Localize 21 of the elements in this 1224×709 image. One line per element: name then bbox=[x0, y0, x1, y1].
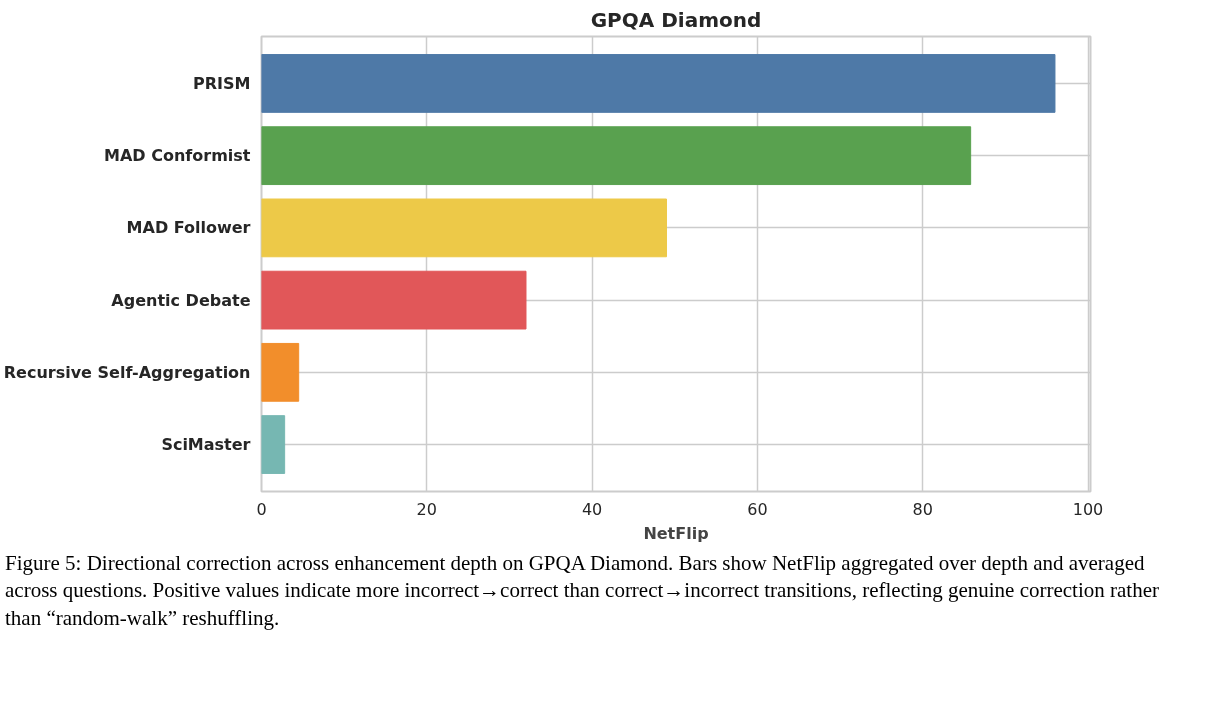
y-tick-label: SciMaster bbox=[161, 435, 251, 455]
caption: Figure 5: Directional correction across enhancement depth on GPQA Diamond. Bars show NetFlip aggregated over depth and averaged across questions. Positive values indicate more incorrect→correct than correct→incorrect transitions, reflecting genuine correction rather than “random-walk” reshuffling. bbox=[5, 550, 1160, 632]
bar bbox=[261, 198, 667, 258]
y-tick-label: MAD Conformist bbox=[104, 146, 251, 166]
x-tick-label: 20 bbox=[416, 499, 437, 519]
x-tick-label: 100 bbox=[1072, 499, 1104, 519]
bar bbox=[261, 270, 527, 330]
bar bbox=[261, 54, 1056, 113]
chart-title: GPQA Diamond bbox=[590, 7, 762, 32]
bar bbox=[261, 415, 286, 474]
x-tick-label: 0 bbox=[256, 499, 267, 519]
y-tick-label: Recursive Self-Aggregation bbox=[3, 362, 251, 382]
x-tick-label: 60 bbox=[747, 499, 768, 519]
y-tick-label: Agentic Debate bbox=[111, 290, 251, 310]
x-tick-label: 40 bbox=[581, 499, 603, 519]
bar bbox=[261, 342, 300, 402]
x-axis-title: NetFlip bbox=[643, 523, 709, 543]
y-tick-label: MAD Follower bbox=[126, 218, 251, 238]
x-tick-label: 80 bbox=[912, 499, 933, 519]
bar bbox=[261, 126, 972, 186]
y-tick-label: PRISM bbox=[193, 73, 251, 93]
